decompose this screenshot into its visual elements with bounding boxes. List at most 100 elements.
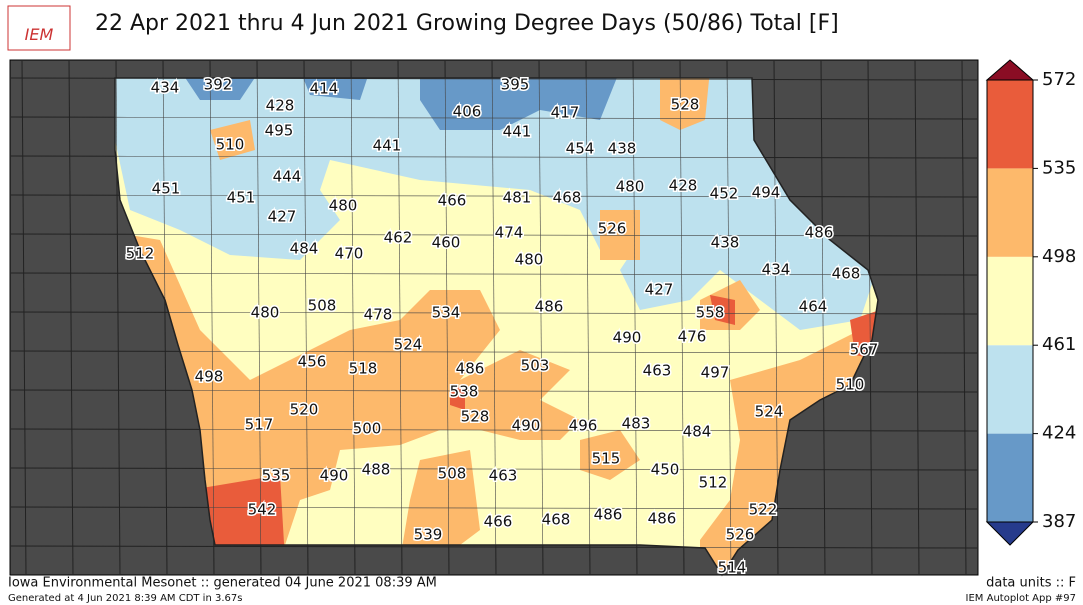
band-498-535-north	[210, 78, 710, 260]
county-line	[444, 78, 450, 575]
station-value: 438	[711, 234, 740, 252]
station-value: 524	[755, 403, 784, 421]
station-value: 456	[298, 353, 327, 371]
band-424-461	[115, 78, 878, 330]
station-labels: 434 392 414 395 428 406 417 528 495 441 510 441 454 4…	[124, 74, 880, 578]
station-value: 484	[290, 240, 319, 258]
station-value: 508	[308, 297, 337, 315]
county-line	[21, 59, 27, 576]
station-value: 494	[752, 184, 781, 202]
county-line	[115, 272, 878, 276]
footer-left: Iowa Environmental Mesonet :: generated …	[8, 576, 437, 591]
station-value: 480	[515, 251, 544, 269]
station-value: 428	[669, 177, 698, 195]
station-value: 463	[643, 362, 672, 380]
station-value: 480	[251, 304, 280, 322]
station-value: 444	[273, 168, 302, 186]
station-value: 450	[651, 461, 680, 479]
station-value: 478	[364, 306, 393, 324]
station-value: 427	[645, 281, 674, 299]
station-value: 535	[262, 467, 291, 485]
county-line	[350, 78, 356, 575]
station-value: 438	[608, 140, 637, 158]
colorbar-tick-label: 387	[1042, 511, 1076, 532]
station-value: 503	[521, 357, 550, 375]
county-line	[538, 78, 544, 575]
footer-right-small: IEM Autoplot App #97	[966, 593, 1076, 604]
station-value: 534	[432, 304, 461, 322]
station-value: 460	[432, 234, 461, 252]
county-line	[961, 59, 967, 576]
station-value: 518	[349, 360, 378, 378]
station-value: 490	[512, 417, 541, 435]
station-value: 454	[566, 140, 595, 158]
band-535-572	[190, 295, 878, 560]
station-value: 414	[310, 80, 339, 98]
station-value: 538	[450, 383, 479, 401]
colorbar-bin	[987, 433, 1033, 522]
station-value: 468	[832, 265, 861, 283]
station-value: 520	[290, 401, 319, 419]
station-value: 480	[329, 197, 358, 215]
county-line	[303, 78, 309, 575]
colorbar-tick-label: 535	[1042, 157, 1076, 178]
station-value: 476	[678, 328, 707, 346]
colorbar-bin	[987, 256, 1033, 346]
county-line	[209, 78, 215, 575]
station-value: 480	[616, 178, 645, 196]
band-498-535-east	[400, 280, 878, 575]
county-line	[9, 545, 979, 549]
station-value: 417	[551, 104, 580, 122]
county-line	[115, 233, 878, 237]
colorbar-bin	[987, 168, 1033, 257]
station-value: 441	[373, 137, 402, 155]
logo-box	[7, 5, 71, 51]
station-value: 490	[320, 467, 349, 485]
band-498-535-southwest	[115, 230, 580, 560]
county-line	[679, 78, 685, 575]
station-value: 434	[762, 261, 791, 279]
station-value: 486	[648, 510, 677, 528]
logo-text: IEM	[25, 25, 54, 44]
colorbar-tick-label: 461	[1042, 334, 1076, 355]
station-value: 395	[501, 76, 530, 94]
colorbar-frame	[986, 79, 1034, 523]
station-value: 462	[384, 229, 413, 247]
county-line	[68, 59, 74, 576]
station-value: 468	[542, 511, 571, 529]
station-value: 526	[598, 220, 627, 238]
station-value: 451	[227, 189, 256, 207]
county-line	[914, 59, 920, 576]
station-value: 470	[335, 245, 364, 263]
colorbar-bin	[987, 80, 1033, 169]
station-value: 486	[456, 360, 485, 378]
county-line	[726, 78, 732, 575]
station-value: 441	[503, 123, 532, 141]
colorbar-tick-label: 572	[1042, 69, 1076, 90]
station-value: 488	[362, 461, 391, 479]
station-value: 528	[461, 408, 490, 426]
station-value: 524	[394, 336, 423, 354]
station-value: 463	[489, 467, 518, 485]
station-value: 468	[553, 189, 582, 207]
station-value: 451	[152, 180, 181, 198]
colorbar: 387 424 461 498 535 572	[986, 69, 1076, 532]
station-value: 483	[622, 415, 651, 433]
station-value: 428	[266, 97, 295, 115]
station-value: 466	[438, 192, 467, 210]
station-value: 567	[850, 341, 879, 359]
footer-left-small: Generated at 4 Jun 2021 8:39 AM CDT in 3…	[8, 593, 242, 604]
station-value: 497	[701, 364, 730, 382]
station-value: 486	[805, 224, 834, 242]
station-value: 466	[484, 513, 513, 531]
station-value: 510	[836, 376, 865, 394]
station-value: 486	[535, 298, 564, 316]
colorbar-tick-label: 424	[1042, 423, 1076, 444]
station-value: 522	[749, 501, 778, 519]
station-value: 464	[799, 298, 828, 316]
map-title: 22 Apr 2021 thru 4 Jun 2021 Growing Degr…	[95, 11, 839, 36]
station-value: 406	[453, 103, 482, 121]
station-value: 512	[699, 474, 728, 492]
colorbar-under	[985, 521, 1035, 546]
